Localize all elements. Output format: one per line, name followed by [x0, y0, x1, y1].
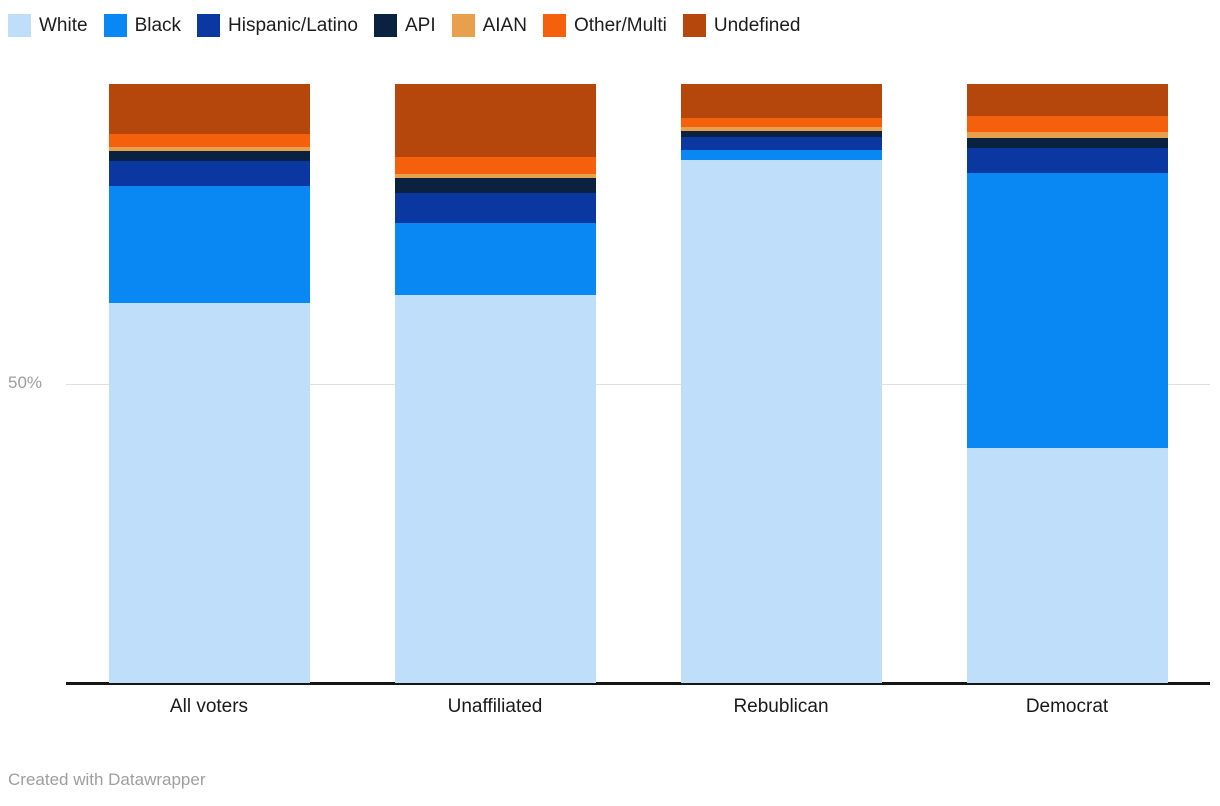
- x-axis-labels: All voters Unaffiliated Rebublican Democrat: [66, 696, 1210, 718]
- bar-segment-democrat-aian[interactable]: [966, 131, 1168, 138]
- bar-segment-rebublican-white[interactable]: [680, 160, 882, 683]
- plot-area: [66, 84, 1210, 683]
- bar-segment-all-voters-other-multi[interactable]: [108, 133, 310, 147]
- legend-swatch-white: [8, 14, 31, 37]
- x-axis-label-rebublican: Rebublican: [733, 696, 829, 717]
- legend-item-aian: AIAN: [451, 14, 527, 37]
- legend-swatch-black: [103, 14, 127, 37]
- bar-segment-democrat-undefined[interactable]: [966, 84, 1168, 117]
- legend-item-hispanic-latino: Hispanic/Latino: [197, 14, 358, 37]
- bar-segment-democrat-hispanic-latino[interactable]: [966, 148, 1168, 174]
- legend-label: White: [39, 14, 88, 36]
- legend-item-undefined: Undefined: [682, 14, 801, 37]
- legend-label: AIAN: [482, 14, 527, 36]
- bar-segment-unaffiliated-undefined[interactable]: [394, 84, 596, 158]
- bar-segment-unaffiliated-hispanic-latino[interactable]: [394, 192, 596, 223]
- bar-segment-democrat-other-multi[interactable]: [966, 116, 1168, 132]
- bar-democrat: [966, 84, 1168, 683]
- bar-segment-all-voters-white[interactable]: [108, 303, 310, 683]
- legend-item-api: API: [373, 14, 436, 37]
- legend-label: Hispanic/Latino: [228, 14, 358, 36]
- legend-label: API: [404, 14, 436, 36]
- bar-segment-unaffiliated-aian[interactable]: [394, 173, 596, 179]
- bar-all-voters: [108, 84, 310, 683]
- legend-item-black: Black: [103, 14, 182, 37]
- legend-swatch-undefined: [682, 14, 706, 37]
- bar-segment-all-voters-black[interactable]: [108, 186, 310, 304]
- legend: White Black Hispanic/Latino API AIAN Other/Mu…: [8, 14, 801, 37]
- x-axis-line: [66, 682, 1210, 685]
- bar-segment-unaffiliated-other-multi[interactable]: [394, 157, 596, 174]
- legend-swatch-aian: [451, 14, 475, 37]
- bar-segment-all-voters-undefined[interactable]: [108, 84, 310, 134]
- bar-segment-unaffiliated-white[interactable]: [394, 294, 596, 683]
- bar-segment-unaffiliated-black[interactable]: [394, 222, 596, 295]
- legend-item-white: White: [8, 14, 88, 37]
- x-axis-label-democrat: Democrat: [1025, 696, 1109, 717]
- bar-segment-rebublican-black[interactable]: [680, 149, 882, 161]
- legend-label: Black: [134, 14, 182, 36]
- bar-segment-rebublican-undefined[interactable]: [680, 84, 882, 119]
- x-axis-label-unaffiliated: Unaffiliated: [447, 696, 543, 717]
- attribution-text: Created with Datawrapper: [8, 770, 206, 789]
- legend-item-other-multi: Other/Multi: [542, 14, 667, 37]
- bar-unaffiliated: [394, 84, 596, 683]
- bar-segment-all-voters-aian[interactable]: [108, 146, 310, 152]
- gridline-50: [66, 383, 1210, 385]
- bars: [66, 84, 1210, 683]
- x-axis-label-all-voters: All voters: [169, 696, 249, 717]
- bar-segment-democrat-api[interactable]: [966, 137, 1168, 149]
- legend-label: Other/Multi: [573, 14, 667, 36]
- y-axis-tick-label: 50%: [8, 373, 43, 392]
- bar-segment-all-voters-hispanic-latino[interactable]: [108, 161, 310, 187]
- bar-segment-rebublican-other-multi[interactable]: [680, 118, 882, 127]
- bar-segment-rebublican-aian[interactable]: [680, 126, 882, 131]
- bar-segment-rebublican-api[interactable]: [680, 130, 882, 137]
- bar-segment-all-voters-api[interactable]: [108, 151, 310, 162]
- bar-rebublican: [680, 84, 882, 683]
- legend-swatch-other-multi: [542, 14, 566, 37]
- legend-swatch-hispanic-latino: [197, 14, 221, 37]
- bar-segment-democrat-black[interactable]: [966, 173, 1168, 449]
- bar-segment-rebublican-hispanic-latino[interactable]: [680, 136, 882, 150]
- bar-segment-democrat-white[interactable]: [966, 448, 1168, 683]
- legend-swatch-api: [373, 14, 397, 37]
- legend-label: Undefined: [713, 14, 801, 36]
- bar-segment-unaffiliated-api[interactable]: [394, 178, 596, 193]
